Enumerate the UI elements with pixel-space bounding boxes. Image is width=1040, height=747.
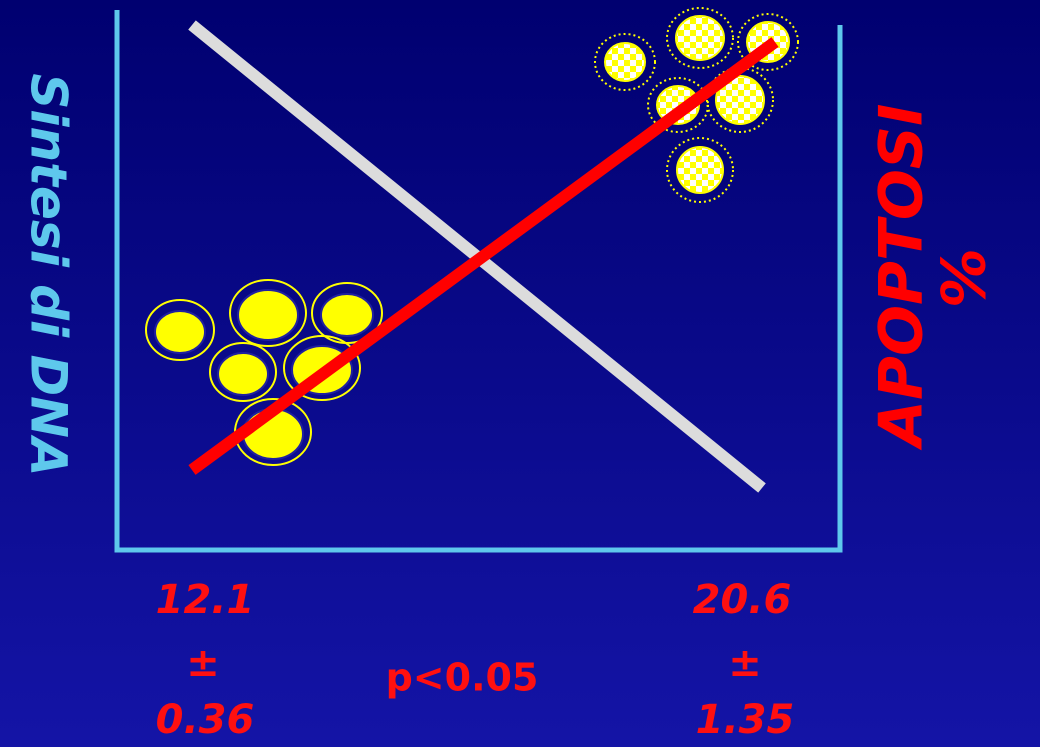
cell [594,33,656,91]
cell [666,137,734,203]
cell [706,67,774,133]
left-axis-label: Sintesi di DNA [20,73,78,476]
cell [666,7,734,69]
right-axis-label: APOPTOSI [867,104,937,451]
right-mean: 20.6 [693,577,792,623]
right-error: 1.35 [696,697,795,743]
cell [145,299,215,361]
axis-frame [114,10,843,553]
right-axis-unit: % [930,248,1000,308]
left-error: 0.36 [156,697,255,743]
left-mean: 12.1 [156,577,255,623]
cell [229,279,307,347]
axes [114,10,843,553]
right-sign: ± [728,640,762,686]
p-value: p<0.05 [386,656,539,700]
cell [209,342,277,402]
left-sign: ± [186,640,220,686]
apoptosis-line [188,37,779,475]
